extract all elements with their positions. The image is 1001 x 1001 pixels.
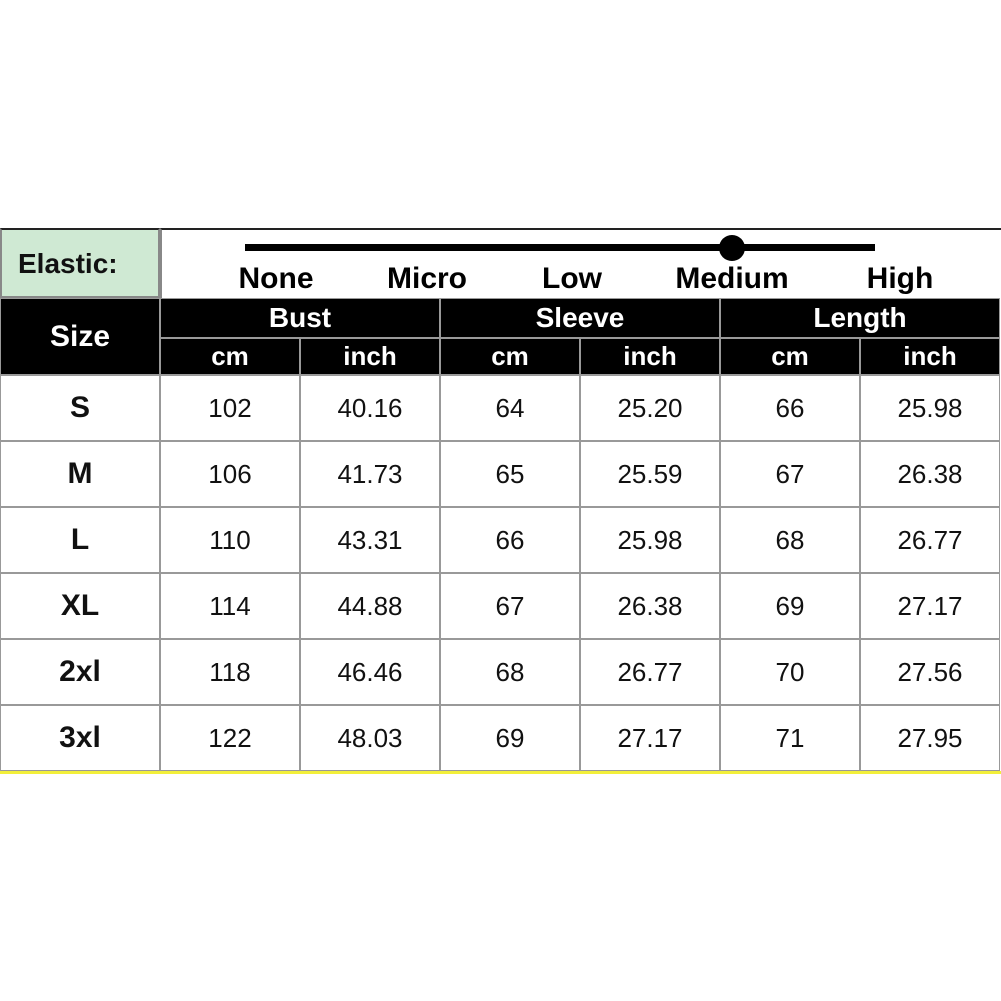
elastic-scale-bar bbox=[245, 244, 875, 251]
unit-header: cm bbox=[440, 338, 580, 375]
elastic-level-low: Low bbox=[542, 262, 602, 295]
bottom-line bbox=[0, 771, 1001, 774]
value-cell: 110 bbox=[160, 507, 300, 573]
value-cell: 44.88 bbox=[300, 573, 440, 639]
value-cell: 41.73 bbox=[300, 441, 440, 507]
value-cell: 102 bbox=[160, 375, 300, 441]
elastic-level-medium: Medium bbox=[675, 262, 789, 295]
elastic-level-none: None bbox=[238, 262, 314, 295]
value-cell: 48.03 bbox=[300, 705, 440, 771]
value-cell: 27.17 bbox=[580, 705, 720, 771]
value-cell: 26.77 bbox=[580, 639, 720, 705]
value-cell: 68 bbox=[440, 639, 580, 705]
value-cell: 70 bbox=[720, 639, 860, 705]
elastic-label: Elastic: bbox=[0, 228, 160, 298]
header-bust: Bust bbox=[160, 298, 440, 338]
value-cell: 122 bbox=[160, 705, 300, 771]
value-cell: 64 bbox=[440, 375, 580, 441]
unit-header: inch bbox=[860, 338, 1000, 375]
unit-header: inch bbox=[300, 338, 440, 375]
elastic-level-micro: Micro bbox=[386, 262, 468, 295]
value-cell: 25.98 bbox=[860, 375, 1000, 441]
elastic-scale bbox=[160, 228, 1001, 298]
unit-header: inch bbox=[580, 338, 720, 375]
size-cell: S bbox=[0, 375, 160, 441]
size-header: Size bbox=[0, 298, 160, 375]
value-cell: 26.77 bbox=[860, 507, 1000, 573]
elastic-level-marker bbox=[719, 235, 745, 261]
value-cell: 114 bbox=[160, 573, 300, 639]
value-cell: 26.38 bbox=[860, 441, 1000, 507]
size-cell: M bbox=[0, 441, 160, 507]
value-cell: 68 bbox=[720, 507, 860, 573]
value-cell: 27.95 bbox=[860, 705, 1000, 771]
value-cell: 27.17 bbox=[860, 573, 1000, 639]
value-cell: 71 bbox=[720, 705, 860, 771]
size-cell: 2xl bbox=[0, 639, 160, 705]
size-cell: L bbox=[0, 507, 160, 573]
value-cell: 106 bbox=[160, 441, 300, 507]
value-cell: 25.59 bbox=[580, 441, 720, 507]
value-cell: 27.56 bbox=[860, 639, 1000, 705]
header-length: Length bbox=[720, 298, 1000, 338]
value-cell: 67 bbox=[720, 441, 860, 507]
value-cell: 25.20 bbox=[580, 375, 720, 441]
value-cell: 46.46 bbox=[300, 639, 440, 705]
value-cell: 65 bbox=[440, 441, 580, 507]
value-cell: 43.31 bbox=[300, 507, 440, 573]
elastic-level-high: High bbox=[866, 262, 934, 295]
unit-header: cm bbox=[720, 338, 860, 375]
value-cell: 26.38 bbox=[580, 573, 720, 639]
value-cell: 67 bbox=[440, 573, 580, 639]
size-cell: 3xl bbox=[0, 705, 160, 771]
unit-header: cm bbox=[160, 338, 300, 375]
value-cell: 118 bbox=[160, 639, 300, 705]
value-cell: 66 bbox=[720, 375, 860, 441]
value-cell: 69 bbox=[720, 573, 860, 639]
size-cell: XL bbox=[0, 573, 160, 639]
value-cell: 69 bbox=[440, 705, 580, 771]
header-sleeve: Sleeve bbox=[440, 298, 720, 338]
value-cell: 66 bbox=[440, 507, 580, 573]
value-cell: 40.16 bbox=[300, 375, 440, 441]
value-cell: 25.98 bbox=[580, 507, 720, 573]
